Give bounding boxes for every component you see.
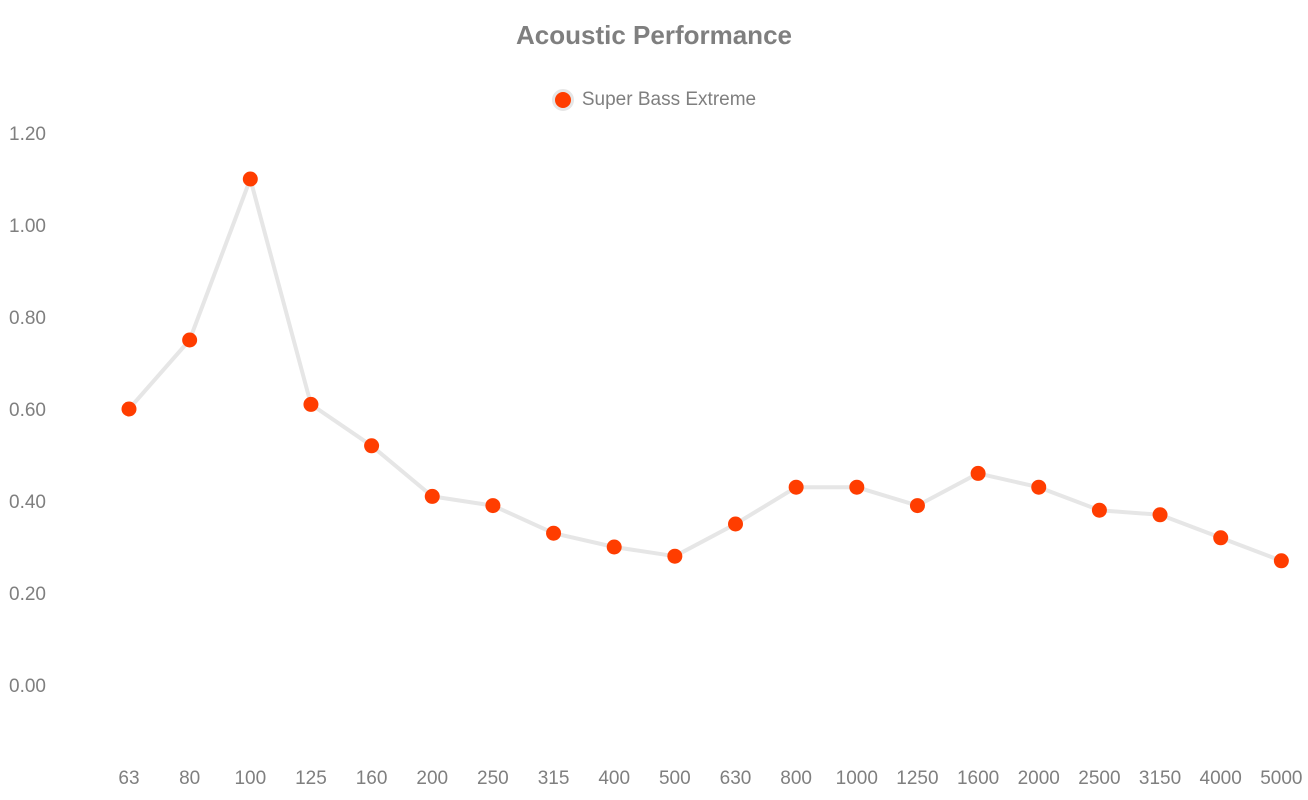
x-tick-label: 100 [234, 768, 266, 789]
x-tick-label: 2000 [1018, 768, 1060, 789]
legend-marker-super-bass-extreme [551, 89, 574, 111]
x-tick-label: 200 [416, 768, 448, 789]
x-axis: 63 80 100 125 160 200 250 315 400 500 630 800 1000 12… [118, 768, 1302, 789]
x-tick-label: 63 [118, 768, 139, 789]
legend-label-super-bass-extreme: Super Bass Extreme [581, 89, 757, 110]
y-tick-label: 0.00 [9, 676, 46, 697]
data-point[interactable] [182, 332, 198, 348]
data-point[interactable] [788, 479, 804, 495]
x-tick-label: 315 [538, 768, 570, 789]
y-tick-label: 0.80 [9, 308, 46, 329]
data-point[interactable] [667, 548, 683, 564]
y-tick-label: 1.00 [9, 216, 46, 237]
data-point[interactable] [546, 525, 562, 541]
data-point[interactable] [1273, 553, 1289, 569]
data-point[interactable] [1031, 479, 1047, 495]
data-point[interactable] [424, 488, 440, 504]
x-tick-label: 1600 [957, 768, 999, 789]
x-tick-label: 1000 [836, 768, 878, 789]
y-tick-label: 0.20 [9, 584, 46, 605]
x-tick-label: 80 [179, 768, 200, 789]
series-line [127, 177, 1283, 563]
x-tick-label: 630 [720, 768, 752, 789]
data-point[interactable] [1091, 502, 1107, 518]
x-tick-label: 125 [295, 768, 327, 789]
x-tick-label: 1250 [896, 768, 938, 789]
x-tick-label: 400 [598, 768, 630, 789]
data-point[interactable] [970, 465, 986, 481]
data-point[interactable] [849, 479, 865, 495]
data-point[interactable] [121, 401, 137, 417]
x-tick-label: 160 [356, 768, 388, 789]
data-point[interactable] [364, 438, 380, 454]
data-point[interactable] [485, 498, 501, 514]
x-tick-label: 250 [477, 768, 509, 789]
chart-title: Acoustic Performance [516, 20, 792, 50]
x-tick-label: 500 [659, 768, 691, 789]
y-tick-label: 1.20 [9, 124, 46, 145]
chart-legend[interactable]: Super Bass Extreme [0, 89, 1308, 111]
y-tick-label: 0.60 [9, 400, 46, 421]
data-point[interactable] [242, 171, 258, 187]
y-axis: 0.00 0.20 0.40 0.60 0.80 1.00 1.20 [9, 124, 46, 697]
data-point[interactable] [606, 539, 622, 555]
data-point[interactable] [909, 498, 925, 514]
x-tick-label: 4000 [1200, 768, 1242, 789]
series-super-bass-extreme [121, 171, 1289, 569]
data-point[interactable] [1152, 507, 1168, 523]
x-tick-label: 800 [780, 768, 812, 789]
data-point[interactable] [1213, 530, 1229, 546]
data-point[interactable] [303, 396, 319, 412]
x-tick-label: 2500 [1078, 768, 1120, 789]
x-tick-label: 3150 [1139, 768, 1181, 789]
x-tick-label: 5000 [1260, 768, 1302, 789]
y-tick-label: 0.40 [9, 492, 46, 513]
data-point[interactable] [728, 516, 743, 532]
